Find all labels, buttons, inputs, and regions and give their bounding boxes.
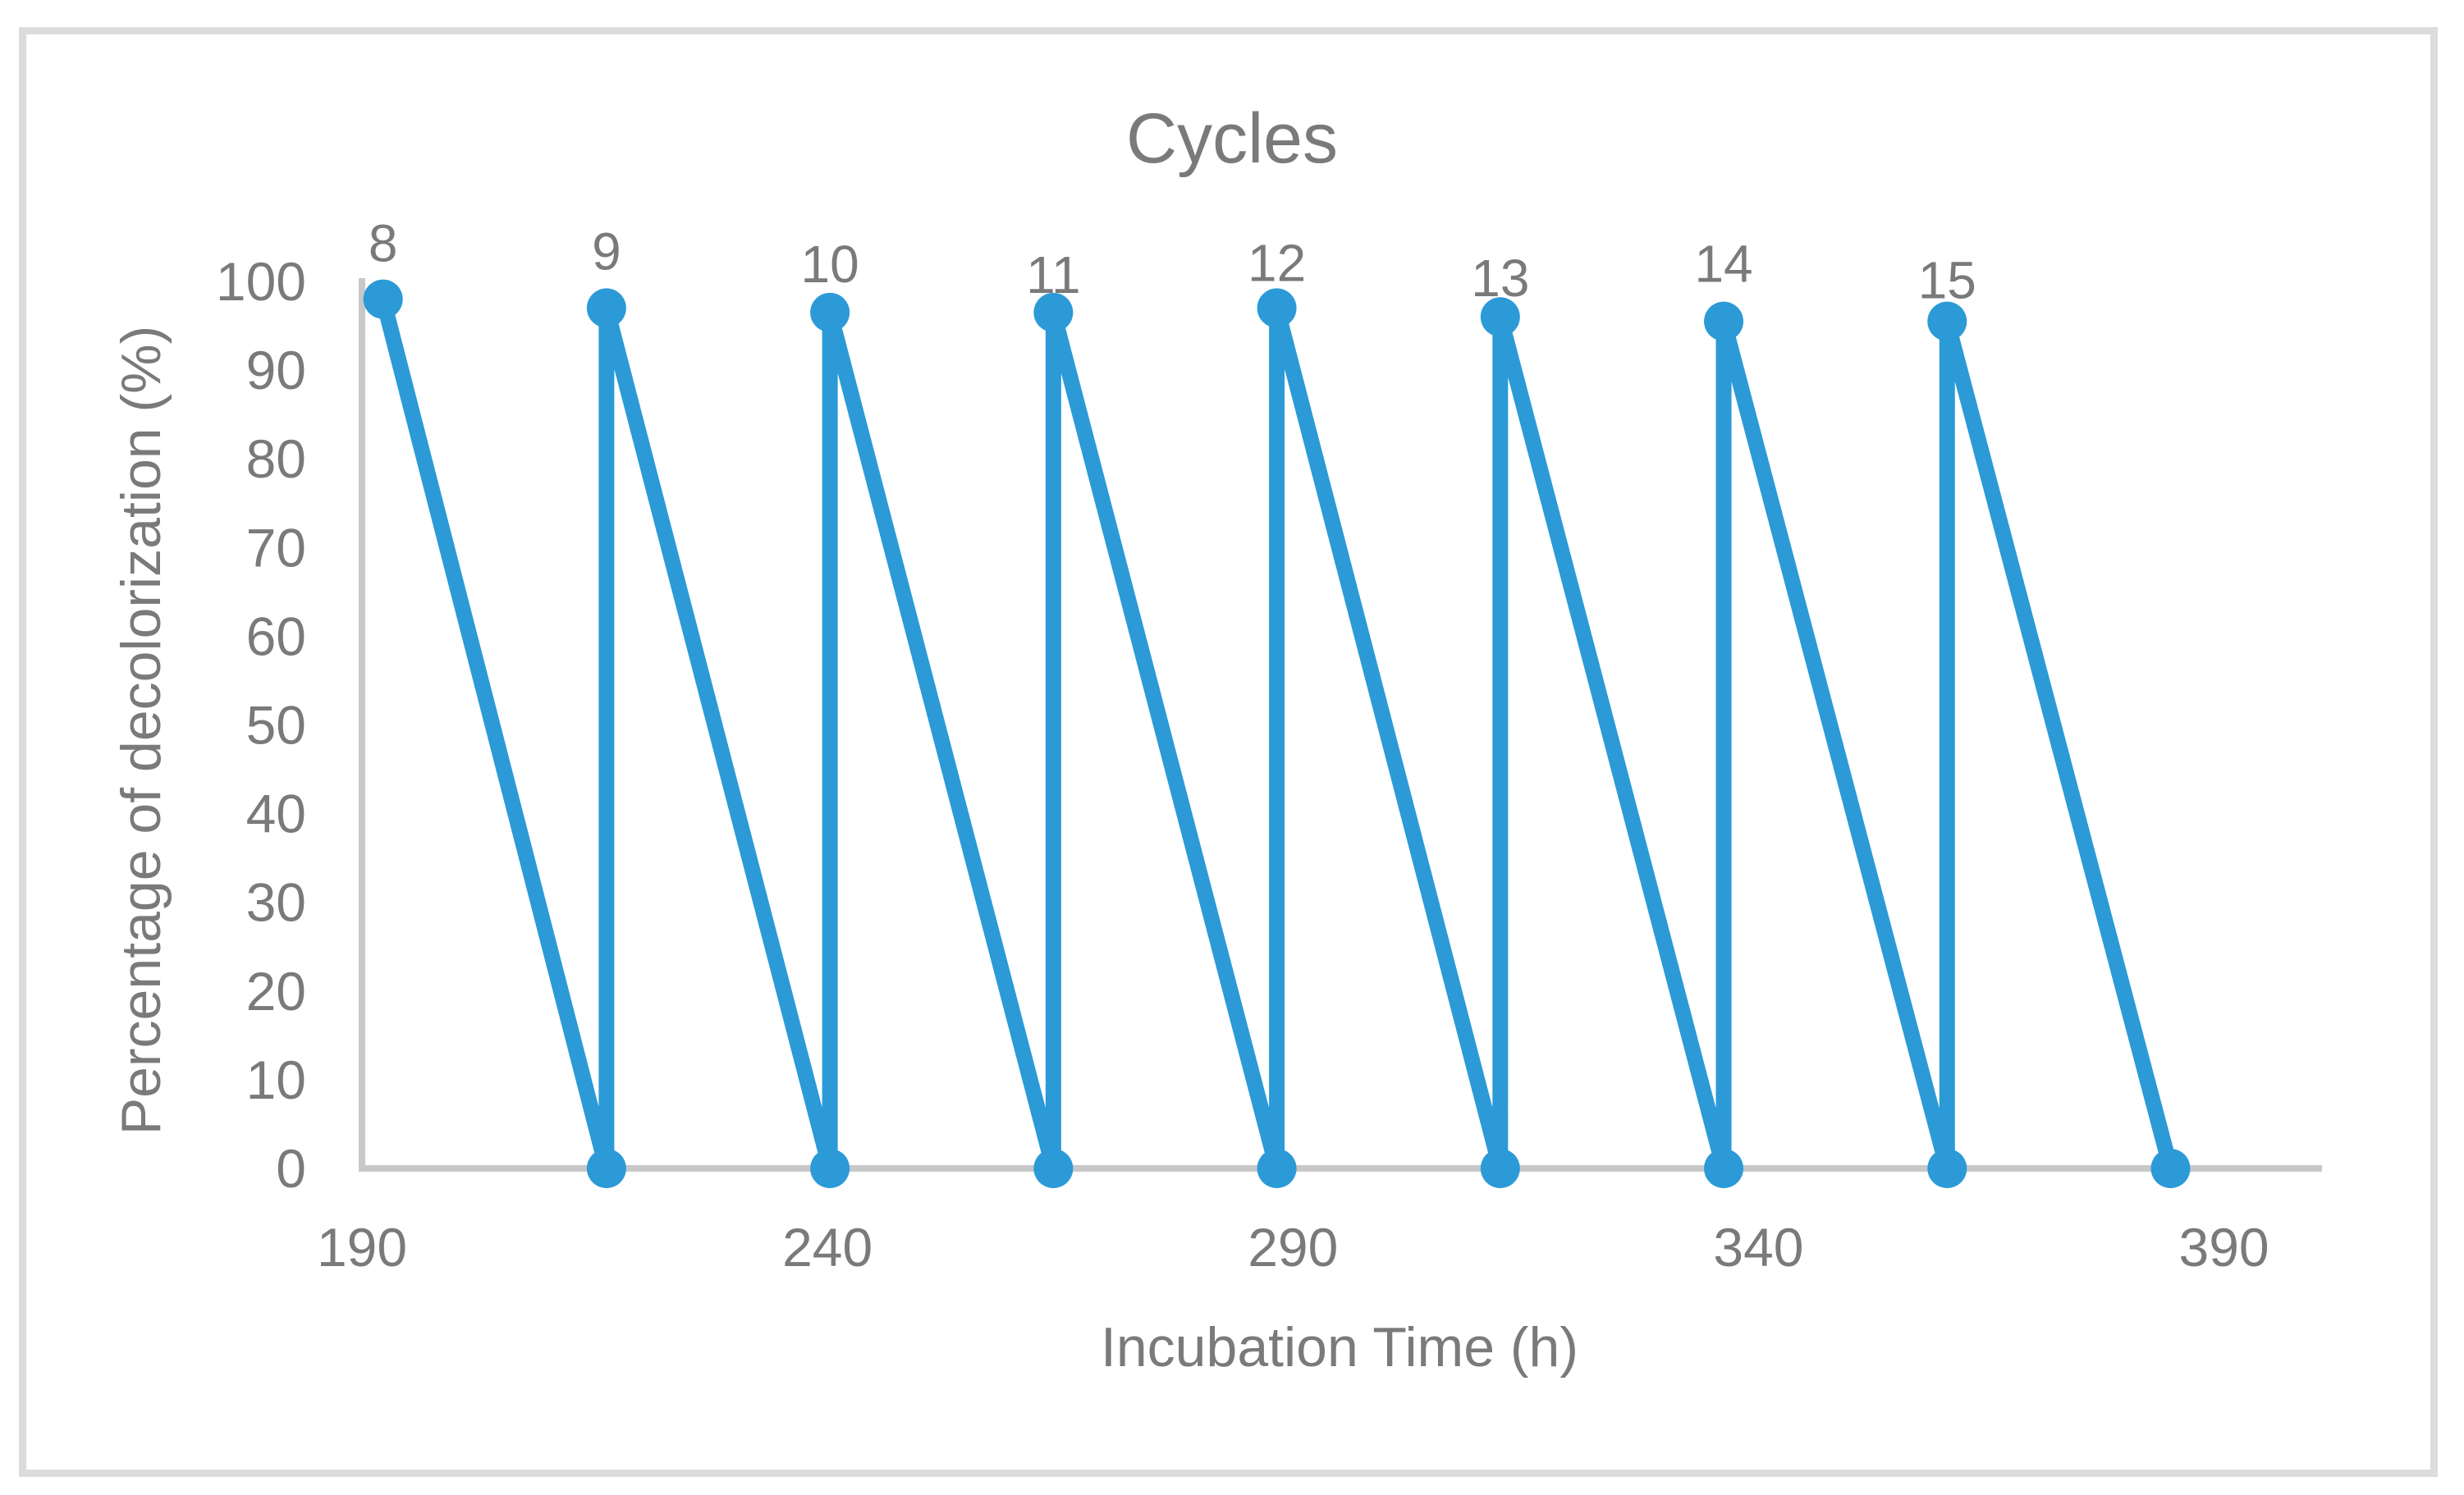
series-line <box>375 291 2179 1177</box>
x-tick-label-240: 240 <box>782 1217 872 1278</box>
data-point-marker <box>1257 1149 1297 1188</box>
x-tick-label-290: 290 <box>1248 1217 1338 1278</box>
data-label-cycle-15: 15 <box>1918 251 1976 310</box>
data-label-cycle-13: 13 <box>1471 249 1529 308</box>
data-point-marker <box>1927 1149 1967 1188</box>
data-point-marker <box>586 1149 626 1188</box>
data-point-marker <box>2150 1149 2191 1188</box>
y-tick-label-100: 100 <box>216 251 306 312</box>
data-point-marker <box>1480 297 1520 337</box>
data-label-cycle-9: 9 <box>592 222 621 281</box>
data-point-marker <box>810 1149 850 1188</box>
x-tick-label-190: 190 <box>317 1217 407 1278</box>
data-label-cycle-12: 12 <box>1248 233 1306 292</box>
data-point-marker <box>1704 301 1744 341</box>
data-point-marker <box>1704 1149 1744 1188</box>
data-point-marker <box>810 292 850 332</box>
figure-border <box>19 27 2438 1477</box>
data-label-cycle-10: 10 <box>801 235 859 294</box>
y-tick-label-0: 0 <box>276 1138 306 1199</box>
y-tick-label-50: 50 <box>246 695 306 756</box>
data-point-marker <box>1257 288 1297 328</box>
y-tick-label-80: 80 <box>246 428 306 489</box>
data-label-cycle-11: 11 <box>1026 245 1080 304</box>
chart-title: Cycles <box>1125 99 1339 178</box>
y-tick-label-70: 70 <box>246 517 306 578</box>
y-tick-label-90: 90 <box>246 340 306 400</box>
data-point-marker <box>363 279 403 319</box>
y-tick-label-40: 40 <box>246 784 306 844</box>
data-point-marker <box>1927 301 1967 341</box>
data-point-marker <box>586 288 626 328</box>
x-tick-label-390: 390 <box>2179 1217 2269 1278</box>
data-point-marker <box>1033 1149 1074 1188</box>
data-point-marker <box>1480 1149 1520 1188</box>
y-tick-label-10: 10 <box>246 1049 306 1110</box>
x-tick-label-340: 340 <box>1713 1217 1803 1278</box>
y-tick-label-60: 60 <box>246 606 306 666</box>
y-tick-label-30: 30 <box>246 872 306 933</box>
data-point-marker <box>1033 292 1074 332</box>
x-axis-title: Incubation Time (h) <box>1100 1316 1579 1378</box>
data-label-cycle-8: 8 <box>369 214 398 273</box>
data-label-cycle-14: 14 <box>1694 235 1752 294</box>
y-tick-label-20: 20 <box>246 961 306 1022</box>
